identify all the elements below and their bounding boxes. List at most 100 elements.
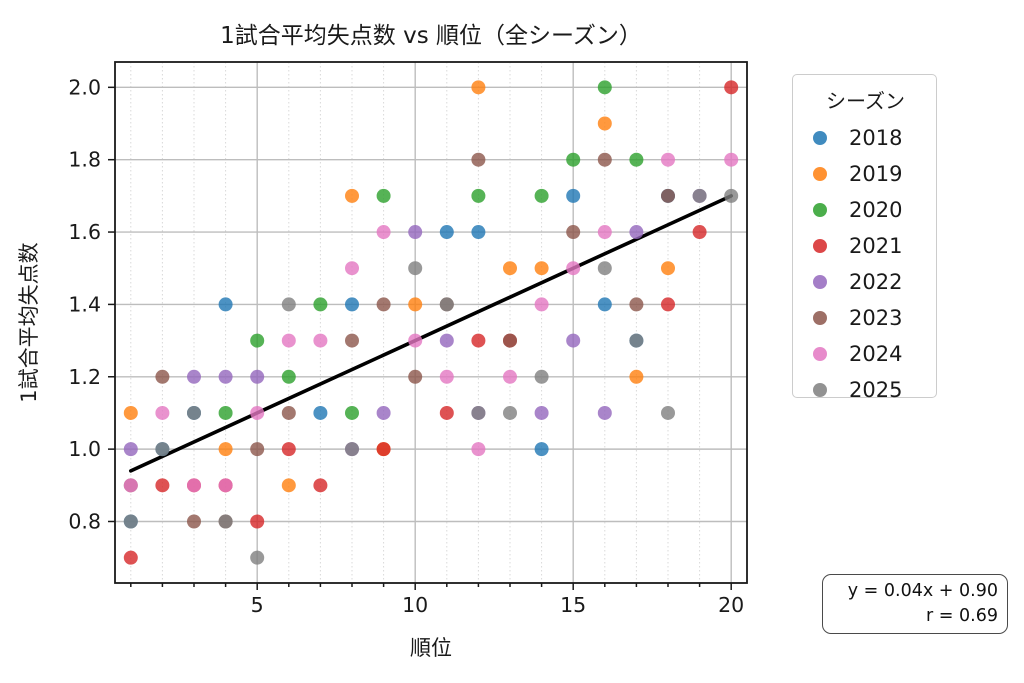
scatter-point — [376, 188, 391, 203]
y-tick-label: 1.4 — [68, 292, 101, 316]
scatter-point — [345, 405, 359, 420]
legend-marker-icon — [813, 275, 827, 289]
scatter-point — [281, 478, 296, 493]
scatter-point — [281, 442, 296, 457]
scatter-point — [566, 261, 581, 276]
scatter-point — [250, 405, 265, 420]
scatter-point — [534, 405, 549, 420]
scatter-point — [439, 405, 454, 420]
x-tick-label: 15 — [560, 593, 586, 617]
scatter-point — [597, 225, 612, 240]
y-tick-label: 1.8 — [68, 148, 101, 172]
scatter-point — [534, 261, 549, 276]
scatter-point — [313, 405, 328, 420]
scatter-point — [218, 405, 233, 420]
series-2025 — [123, 188, 739, 565]
x-tick-label: 10 — [402, 593, 428, 617]
legend-entry-2025: 2025 — [807, 372, 924, 408]
legend-marker-icon — [813, 203, 827, 217]
scatter-point — [471, 225, 486, 240]
scatter-point — [123, 514, 138, 529]
scatter-point — [471, 405, 486, 420]
scatter-point — [597, 405, 612, 420]
scatter-point — [471, 442, 486, 457]
scatter-point — [281, 297, 296, 312]
scatter-point — [597, 152, 612, 167]
scatter-point — [439, 225, 454, 240]
legend-marker-icon — [813, 383, 827, 397]
scatter-point — [345, 333, 359, 348]
scatter-point — [408, 369, 423, 384]
scatter-point — [187, 405, 201, 420]
scatter-point — [218, 514, 233, 529]
legend-entries: 2018 2019 2020 2021 2022 2023 2024 2025 — [807, 120, 924, 408]
scatter-point — [155, 405, 170, 420]
legend-entry-2024: 2024 — [807, 336, 924, 372]
legend-entry-label: 2022 — [849, 270, 903, 294]
legend-entry-2019: 2019 — [807, 156, 924, 192]
scatter-point — [661, 152, 675, 167]
scatter-point — [692, 225, 707, 240]
scatter-point — [250, 514, 265, 529]
scatter-point — [471, 152, 486, 167]
scatter-point — [692, 188, 707, 203]
series-2021 — [123, 80, 739, 565]
legend-entry-2022: 2022 — [807, 264, 924, 300]
scatter-point — [471, 333, 486, 348]
scatter-point — [503, 261, 517, 276]
scatter-point — [597, 297, 612, 312]
regression-r-value: r = 0.69 — [926, 605, 998, 626]
scatter-point — [218, 297, 233, 312]
legend: シーズン 2018 2019 2020 2021 2022 2023 2024 2025 — [792, 74, 937, 402]
legend-marker-icon — [813, 167, 827, 181]
legend-entry-label: 2020 — [849, 198, 903, 222]
scatter-point — [281, 405, 296, 420]
scatter-point — [187, 478, 201, 493]
scatter-point — [724, 188, 739, 203]
legend-entry-label: 2021 — [849, 234, 903, 258]
scatter-point — [629, 225, 644, 240]
scatter-point — [471, 188, 486, 203]
scatter-point — [313, 333, 328, 348]
regression-annotation: y = 0.04x + 0.90 r = 0.69 — [822, 574, 1008, 634]
y-tick-label: 1.0 — [68, 437, 101, 461]
legend-entry-label: 2024 — [849, 342, 903, 366]
scatter-point — [661, 297, 675, 312]
scatter-point — [187, 369, 201, 384]
scatter-point — [155, 442, 170, 457]
scatter-point — [661, 405, 675, 420]
scatter-point — [123, 405, 138, 420]
x-axis-label: 順位 — [410, 636, 452, 660]
scatter-point — [439, 369, 454, 384]
scatter-point — [313, 478, 328, 493]
scatter-point — [534, 442, 549, 457]
scatter-point — [661, 188, 675, 203]
scatter-point — [629, 333, 644, 348]
tick-labels: 5 10 15 20 0.8 1.0 1.2 1.4 1.6 1.8 2.0 — [68, 75, 744, 617]
scatter-point — [724, 80, 739, 95]
scatter-point — [439, 333, 454, 348]
legend-marker-icon — [813, 347, 827, 361]
scatter-point — [376, 442, 391, 457]
scatter-point — [281, 369, 296, 384]
chart-title: 1試合平均失点数 vs 順位（全シーズン） — [220, 23, 642, 49]
scatter-point — [503, 369, 517, 384]
scatter-point — [566, 152, 581, 167]
scatter-point — [123, 550, 138, 565]
scatter-point — [534, 188, 549, 203]
grid-minor — [130, 62, 701, 583]
series-2024 — [123, 152, 739, 493]
scatter-point — [661, 261, 675, 276]
scatter-point — [345, 442, 359, 457]
scatter-point — [250, 442, 265, 457]
regression-equation: y = 0.04x + 0.90 — [847, 581, 998, 601]
scatter-point — [376, 405, 391, 420]
scatter-point — [566, 225, 581, 240]
scatter-point — [629, 152, 644, 167]
scatter-point — [250, 369, 265, 384]
series-2018 — [123, 188, 675, 529]
legend-title: シーズン — [826, 89, 905, 113]
scatter-point — [408, 261, 423, 276]
